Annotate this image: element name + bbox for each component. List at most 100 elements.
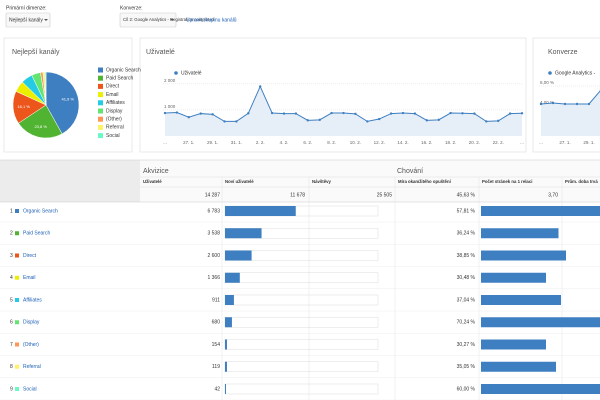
legend-swatch [98, 124, 103, 130]
pages-bar [481, 384, 600, 394]
point [330, 111, 333, 115]
conversion-value: Cíl 2: Google Analytics - Registration c… [123, 17, 215, 22]
column-header: Míra okamžitého opuštění [398, 179, 452, 184]
column-header: Noví uživatelé [225, 179, 254, 184]
column-header: Uživatelé [143, 179, 162, 184]
point [461, 112, 464, 115]
pages-bar [481, 317, 600, 328]
slice-label: 41,9 % [61, 96, 74, 101]
point [187, 116, 190, 119]
x-tick-label: 31. 1. [231, 140, 242, 145]
channel-swatch [15, 387, 19, 391]
legend-label: (Other) [106, 117, 122, 123]
point [425, 119, 428, 122]
point [199, 112, 202, 115]
point [354, 112, 357, 116]
users: 2 600 [207, 253, 220, 259]
group-header: Chování [397, 168, 423, 175]
point [294, 112, 298, 115]
panel-title: Konverze [548, 49, 578, 56]
point [485, 120, 488, 123]
pie-slice [45, 71, 80, 135]
legend-swatch [98, 108, 103, 114]
legend-swatch [98, 67, 103, 73]
channel-link[interactable]: Organic Search [23, 208, 58, 214]
channel-link[interactable]: Email [23, 275, 36, 281]
column-header: Prům. doba trvá [565, 179, 598, 184]
bounce-rate: 30,48 % [457, 275, 476, 281]
x-tick-label: 4. 2. [280, 140, 289, 145]
x-tick-label: 27. 1. [559, 140, 570, 145]
pages-bar [481, 295, 561, 305]
conversion-dropdown[interactable] [119, 12, 177, 28]
channel-link[interactable]: Paid Search [23, 231, 50, 237]
channel-link[interactable]: Referral [23, 364, 41, 370]
pages-bar [481, 206, 600, 216]
new-users-bar [225, 384, 226, 394]
slice-label: 16,1 % [17, 104, 30, 109]
channel-swatch [15, 275, 19, 280]
total: 45,63 % [457, 192, 476, 198]
row-index: 7 [10, 342, 13, 348]
column-header: Počet stránek na 1 relaci [482, 179, 532, 184]
row-index: 8 [10, 364, 13, 370]
legend-label: Email [106, 92, 119, 98]
row-index: 3 [10, 253, 13, 259]
table-header [140, 160, 600, 202]
point [306, 119, 309, 122]
point [520, 112, 524, 115]
edit-link[interactable]: Upravit skupinu kanálů [186, 16, 237, 23]
primary-dropdown[interactable] [5, 12, 51, 28]
new-users-bar [225, 295, 234, 305]
point [378, 117, 381, 121]
row-index: 4 [10, 275, 13, 281]
total: 3,70 [548, 192, 558, 198]
bounce-rate: 36,24 % [457, 231, 476, 237]
users: 1 366 [207, 275, 220, 281]
legend-label: Uživatelé [181, 70, 202, 76]
channel-link[interactable]: Display [23, 320, 40, 326]
new-users-bar [225, 250, 252, 261]
channel-link[interactable]: Affiliates [23, 297, 42, 303]
slice-label: 23,8 % [34, 124, 47, 129]
legend-label: Social [106, 133, 120, 139]
legend-label: Display [106, 108, 123, 114]
legend-swatch [98, 133, 103, 139]
users: 680 [212, 320, 221, 326]
y-tick-label: 6,00 % [540, 80, 554, 85]
users: 3 538 [207, 231, 220, 237]
users: 42 [214, 386, 220, 392]
point [508, 112, 512, 115]
channel-swatch [15, 231, 19, 236]
legend-dot [174, 71, 178, 75]
group-header: Akvizice [143, 168, 169, 175]
point [211, 113, 214, 116]
channel-swatch [15, 298, 19, 302]
point [473, 112, 476, 115]
x-tick-label: 12. 2. [374, 140, 385, 145]
dropdown-arrow [170, 19, 174, 21]
legend-swatch [98, 92, 103, 98]
point [449, 111, 452, 115]
point [270, 111, 274, 115]
channel-link[interactable]: Direct [23, 253, 37, 259]
users: 119 [212, 364, 220, 370]
conversion-label: Konverze: [120, 5, 143, 11]
point [282, 112, 286, 115]
row-index: 2 [10, 231, 13, 237]
point [235, 120, 238, 123]
point [389, 112, 393, 115]
legend-label: Affiliates [106, 100, 125, 106]
channel-swatch [15, 253, 19, 258]
channel-link[interactable]: Social [23, 386, 37, 392]
x-tick-label: 14. 2. [397, 140, 408, 145]
point [497, 119, 500, 123]
x-tick-label: 8. 2. [327, 140, 336, 145]
legend-label: Referral [106, 125, 124, 131]
bounce-rate: 30,27 % [457, 342, 476, 348]
legend-dot [548, 71, 552, 75]
point [247, 112, 250, 115]
channel-link[interactable]: (Other) [23, 342, 39, 348]
channel-swatch [15, 342, 19, 347]
